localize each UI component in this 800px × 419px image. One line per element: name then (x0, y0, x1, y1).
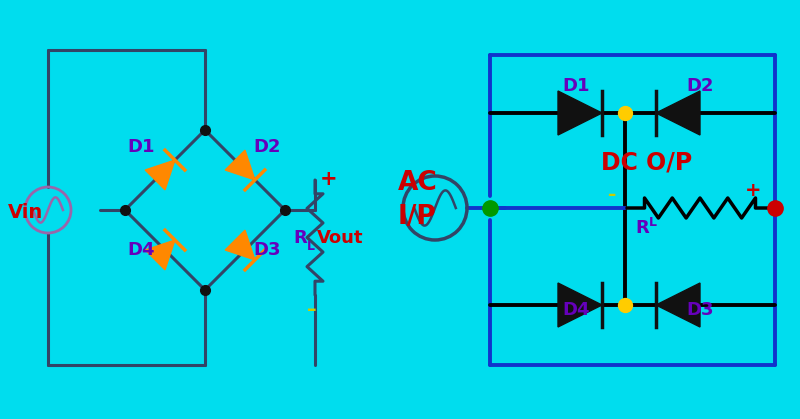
Text: D4: D4 (562, 301, 590, 319)
Polygon shape (146, 160, 175, 190)
Text: D1: D1 (127, 138, 154, 156)
Text: –: – (307, 300, 317, 319)
Text: –: – (607, 186, 615, 204)
Text: AC: AC (398, 170, 438, 196)
Text: Vout: Vout (317, 228, 363, 246)
Text: D3: D3 (686, 301, 714, 319)
Polygon shape (656, 91, 700, 135)
Text: L: L (649, 216, 657, 229)
Text: R: R (293, 228, 306, 246)
Text: +: + (320, 169, 338, 189)
Polygon shape (146, 240, 175, 270)
Polygon shape (656, 283, 700, 327)
Text: D1: D1 (562, 77, 590, 95)
Polygon shape (558, 283, 602, 327)
Text: DC O/P: DC O/P (601, 151, 692, 175)
Text: R: R (635, 219, 649, 237)
Polygon shape (226, 150, 255, 180)
Text: D2: D2 (686, 77, 714, 95)
Text: D4: D4 (127, 241, 154, 259)
Text: I/P: I/P (398, 204, 437, 230)
Text: L: L (307, 240, 315, 253)
Text: D2: D2 (253, 138, 281, 156)
Text: D3: D3 (253, 241, 281, 259)
Text: +: + (745, 181, 762, 200)
Polygon shape (226, 230, 255, 260)
Polygon shape (558, 91, 602, 135)
Text: Vin: Vin (8, 203, 43, 222)
